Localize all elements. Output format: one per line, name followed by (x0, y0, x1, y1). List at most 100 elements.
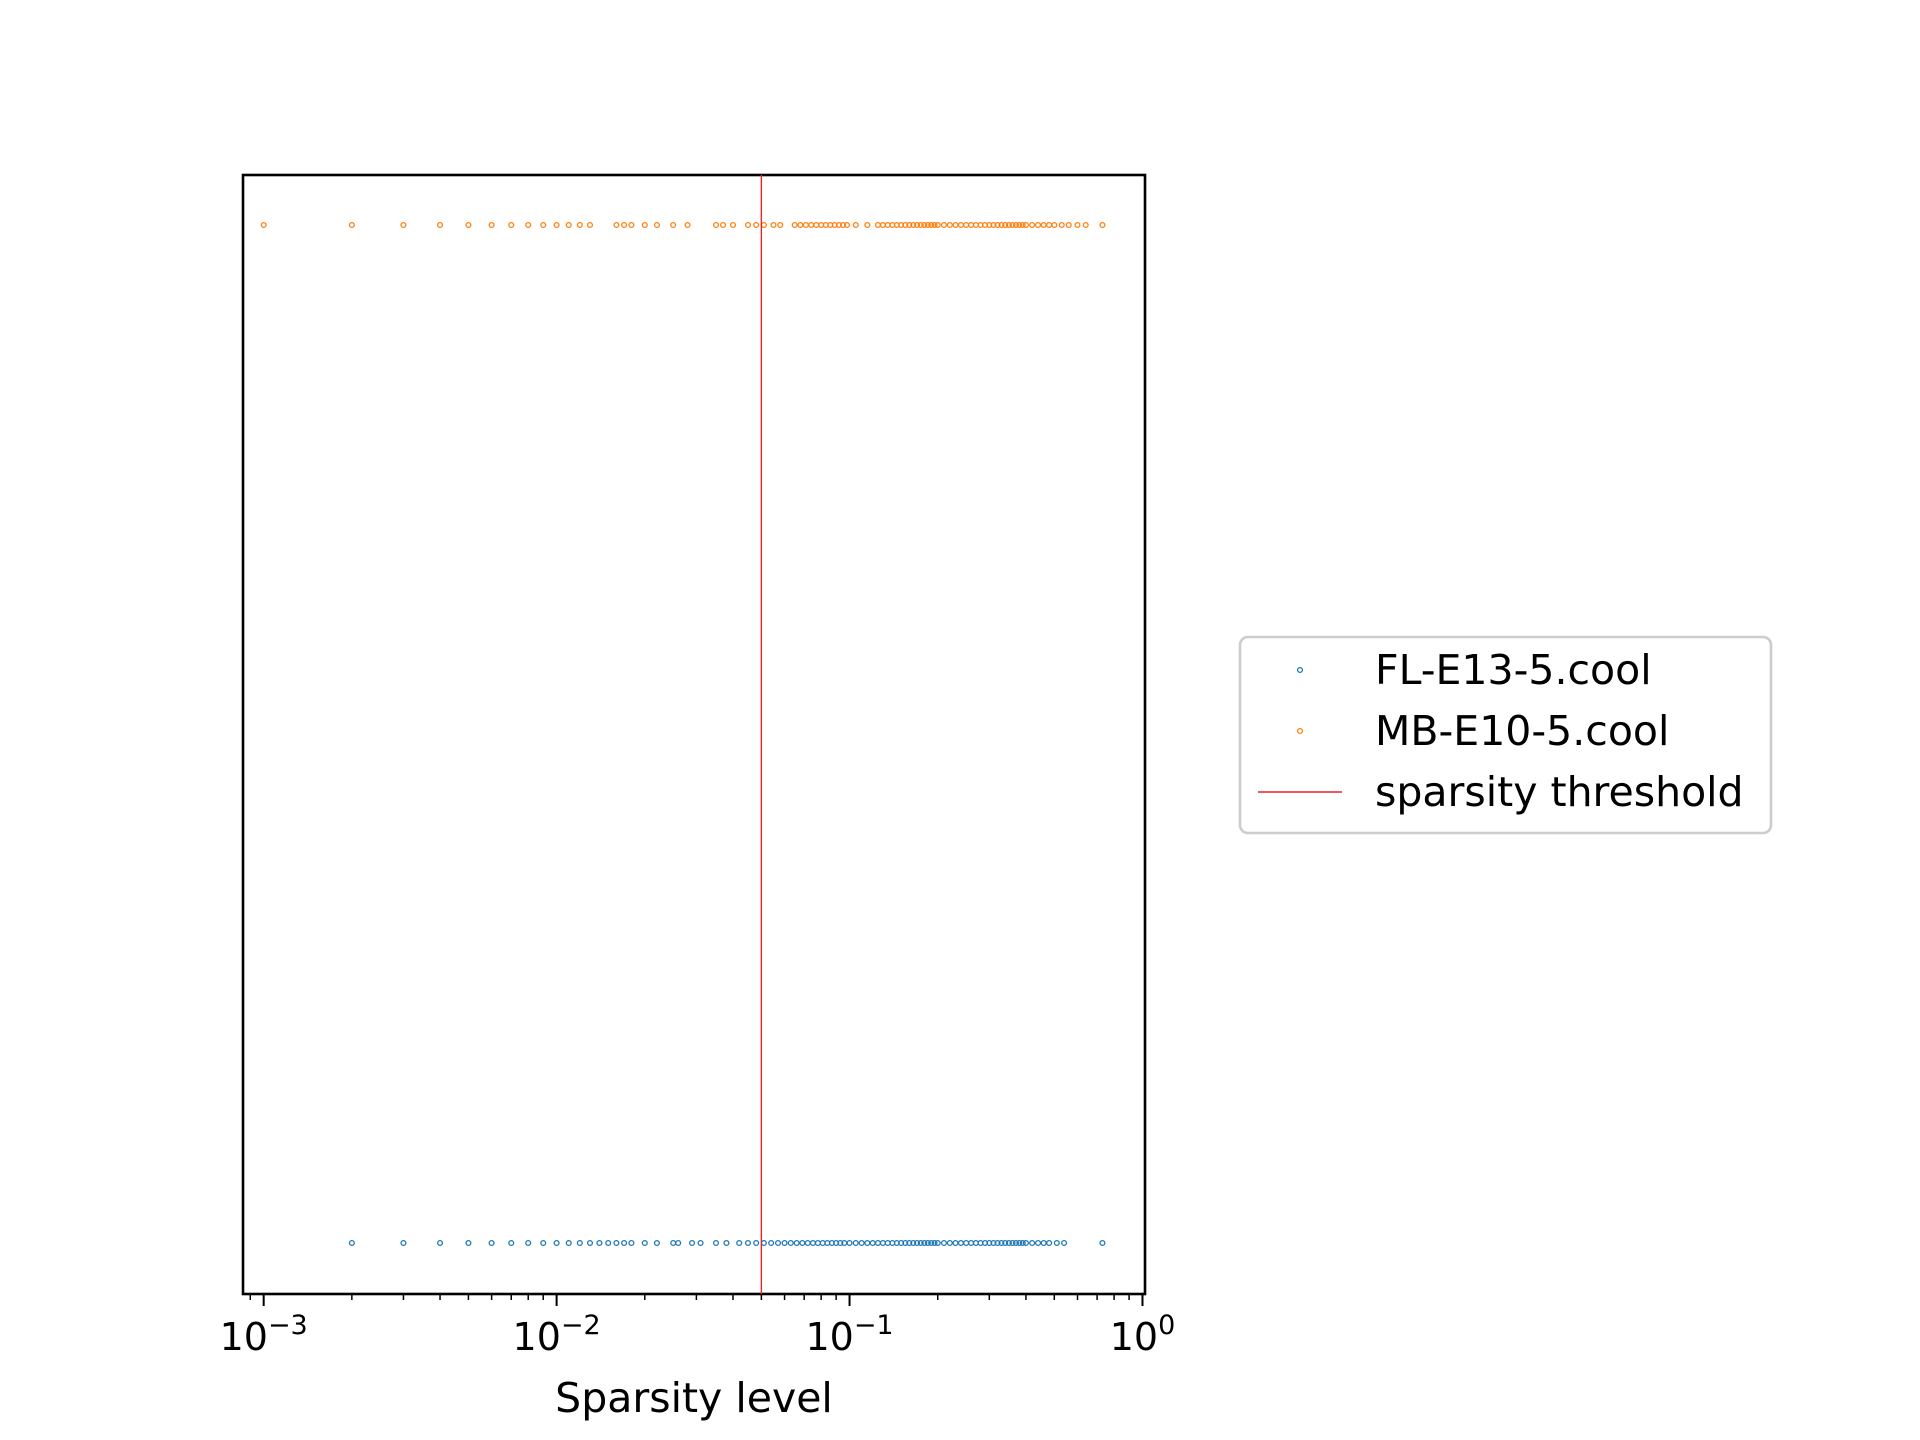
scatter-point (744, 221, 752, 229)
scatter-point (797, 221, 804, 229)
scatter-point (628, 221, 635, 229)
scatter-point (488, 1239, 495, 1247)
scatter-point (641, 1239, 648, 1247)
scatter-point (1065, 221, 1072, 229)
legend-marker-fl (1296, 666, 1304, 674)
scatter-point (910, 1239, 917, 1247)
scatter-point (787, 1239, 794, 1247)
scatter-point (931, 1239, 938, 1247)
scatter-point (565, 1239, 572, 1247)
scatter-point (902, 221, 909, 229)
scatter-point (940, 221, 947, 229)
scatter-point (770, 221, 777, 229)
scatter-point (465, 221, 472, 229)
scatter-point (934, 1239, 941, 1247)
scatter-point (994, 221, 1001, 229)
scatter-point (400, 221, 407, 229)
scatter-point (998, 221, 1005, 229)
scatter-point (576, 1239, 583, 1247)
scatter-point (400, 1239, 407, 1247)
scatter-point (508, 221, 515, 229)
x-tick-label: 10−2 (513, 1310, 601, 1359)
scatter-point (465, 1239, 472, 1247)
scatter-point (928, 1239, 935, 1247)
scatter-point (653, 1239, 660, 1247)
scatter-point (940, 1239, 947, 1247)
legend: FL-E13-5.cool MB-E10-5.cool sparsity thr… (1238, 635, 1773, 835)
scatter-point (990, 1239, 997, 1247)
scatter-point (864, 221, 871, 229)
scatter-point (565, 221, 572, 229)
scatter-point (1022, 221, 1029, 229)
scatter-point (628, 1239, 635, 1247)
scatter-point (653, 221, 660, 229)
scatter-point (1046, 1239, 1053, 1247)
scatter-point (736, 1239, 743, 1247)
scatter-point (689, 1239, 696, 1247)
scatter-point (998, 1239, 1005, 1247)
scatter-point (837, 1239, 844, 1247)
plot-area (241, 173, 1147, 1296)
scatter-point (712, 221, 720, 229)
x-tick-label: 10−1 (805, 1310, 893, 1359)
scatter-point (768, 1239, 775, 1247)
scatter-point (540, 1239, 547, 1247)
scatter-point (1012, 1239, 1020, 1247)
scatter-point (260, 221, 267, 229)
scatter-point (1051, 221, 1058, 229)
scatter-point (921, 221, 928, 229)
scatter-point (621, 221, 628, 229)
scatter-point (1029, 221, 1036, 229)
scatter-point (525, 221, 532, 229)
scatter-point (540, 221, 547, 229)
scatter-point (934, 221, 941, 229)
scatter-point (1053, 1239, 1060, 1247)
scatter-point (858, 1239, 865, 1247)
legend-label-mb: MB-E10-5.cool (1375, 707, 1669, 755)
scatter-point (1082, 221, 1089, 229)
scatter-point (793, 1239, 800, 1247)
scatter-point (641, 221, 648, 229)
scatter-point (910, 221, 917, 229)
scatter-point (613, 221, 620, 229)
x-axis: 10−3 10−2 10−1 100 (220, 1294, 1175, 1359)
scatter-point (917, 1239, 924, 1247)
scatter-point (1061, 1239, 1068, 1247)
scatter-point (1019, 221, 1026, 229)
scatter-point (723, 1239, 730, 1247)
scatter-point (586, 1239, 594, 1247)
scatter-point (729, 221, 737, 229)
scatter-point (753, 221, 760, 229)
scatter-point (990, 221, 997, 229)
scatter-point (1009, 221, 1016, 229)
scatter-point (781, 1239, 788, 1247)
x-tick-label: 10−3 (220, 1310, 308, 1359)
scatter-point (906, 1239, 913, 1247)
scatter-point (675, 1239, 682, 1247)
scatter-point (1019, 1239, 1026, 1247)
scatter-point (1022, 1239, 1029, 1247)
scatter-point (994, 1239, 1001, 1247)
scatter-point (902, 1239, 909, 1247)
legend-label-fl: FL-E13-5.cool (1375, 646, 1652, 694)
scatter-point (1002, 1239, 1009, 1247)
scatter-point (852, 1239, 859, 1247)
scatter-point (777, 221, 784, 229)
scatter-point (753, 1239, 760, 1247)
scatter-point (436, 221, 444, 229)
scatter-point (553, 1239, 560, 1247)
scatter-point (917, 221, 924, 229)
scatter-point (835, 221, 842, 229)
scatter-point (488, 221, 495, 229)
scatter-point (348, 221, 355, 229)
scatter-point (924, 221, 931, 229)
legend-box (1238, 635, 1773, 835)
scatter-point (1074, 221, 1081, 229)
scatter-point (852, 221, 859, 229)
scatter-point (1034, 1239, 1042, 1247)
scatter-point (1016, 221, 1023, 229)
scatter-point (924, 1239, 931, 1247)
scatter-point (921, 1239, 928, 1247)
scatter-point (946, 1239, 953, 1247)
